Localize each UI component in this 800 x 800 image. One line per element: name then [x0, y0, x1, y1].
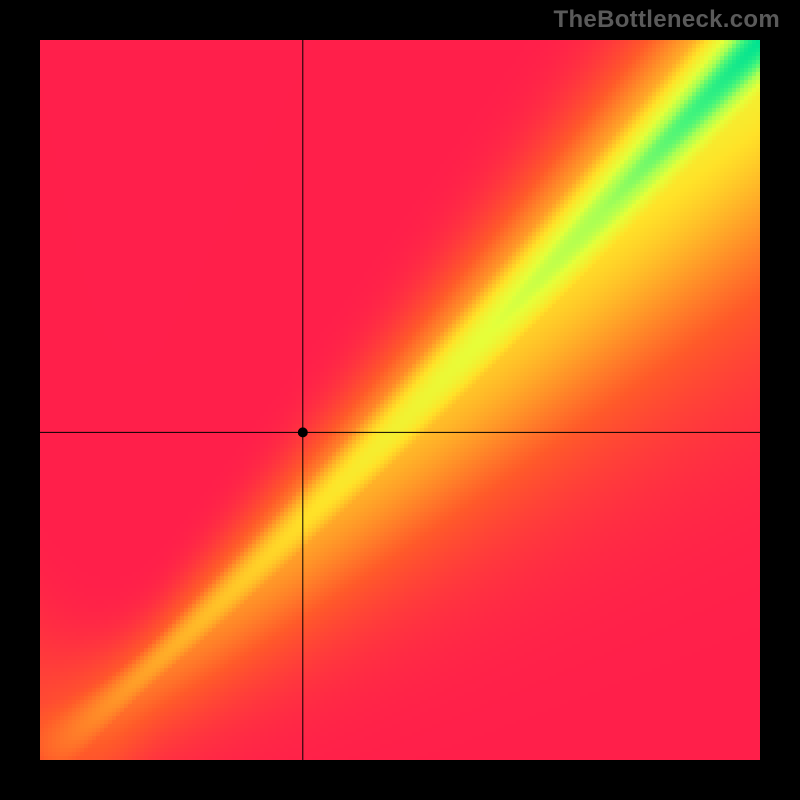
heatmap-plot — [40, 40, 760, 760]
stage: TheBottleneck.com — [0, 0, 800, 800]
heatmap-canvas — [40, 40, 760, 760]
watermark-text: TheBottleneck.com — [554, 6, 780, 34]
